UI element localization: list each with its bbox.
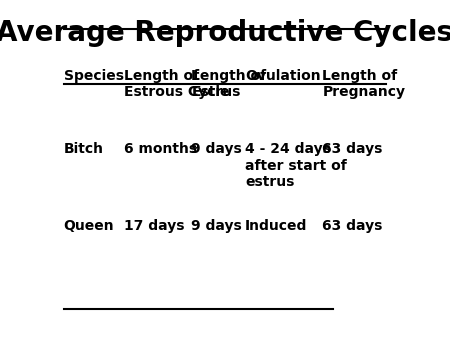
Text: Length of
Estrus: Length of Estrus: [191, 69, 266, 99]
Text: Ovulation: Ovulation: [245, 69, 321, 83]
Text: 63 days: 63 days: [323, 142, 383, 156]
Text: 63 days: 63 days: [323, 219, 383, 233]
Text: 17 days: 17 days: [124, 219, 184, 233]
Text: 9 days: 9 days: [191, 142, 242, 156]
Text: 9 days: 9 days: [191, 219, 242, 233]
Text: Average Reproductive Cycles: Average Reproductive Cycles: [0, 19, 450, 47]
Text: Queen: Queen: [63, 219, 114, 233]
Text: Length of
Pregnancy: Length of Pregnancy: [323, 69, 405, 99]
Text: 6 months: 6 months: [124, 142, 197, 156]
Text: 4 - 24 days
after start of
estrus: 4 - 24 days after start of estrus: [245, 142, 347, 189]
Text: Bitch: Bitch: [63, 142, 104, 156]
Text: Length of
Estrous Cycle: Length of Estrous Cycle: [124, 69, 230, 99]
Text: Species: Species: [63, 69, 124, 83]
Text: Induced: Induced: [245, 219, 307, 233]
